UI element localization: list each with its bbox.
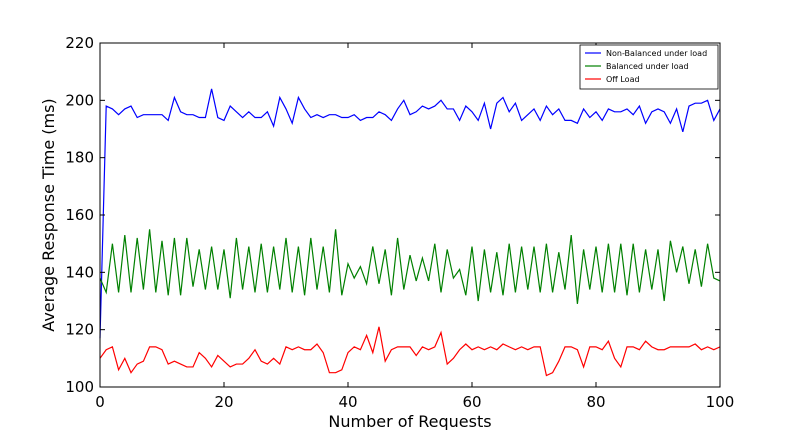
plot-frame xyxy=(99,42,721,388)
legend-label-3: Off Load xyxy=(606,75,640,84)
y-axis-label: Average Response Time (ms) xyxy=(39,98,58,331)
series-line-1 xyxy=(99,88,721,339)
y-tick-label: 180 xyxy=(65,149,94,167)
legend-label-1: Non-Balanced under load xyxy=(606,49,707,58)
x-tick-label: 20 xyxy=(214,393,233,411)
legend: Non-Balanced under load Balanced under lo… xyxy=(579,44,719,90)
x-tick-label: 80 xyxy=(586,393,605,411)
x-axis-label: Number of Requests xyxy=(328,412,491,430)
y-tick-label: 120 xyxy=(65,321,94,339)
y-tick-label: 220 xyxy=(65,34,94,52)
x-tick-label: 100 xyxy=(706,393,735,411)
x-tick-label: 40 xyxy=(338,393,357,411)
series-layer xyxy=(99,88,721,377)
series-line-3 xyxy=(99,326,721,377)
y-tick-label: 100 xyxy=(65,378,94,396)
y-tick-label: 140 xyxy=(65,263,94,281)
x-tick-label: 60 xyxy=(462,393,481,411)
legend-label-2: Balanced under load xyxy=(606,62,689,71)
tick-layer: 0 20 40 60 80 100 100 120 140 160 180 200 220 xyxy=(65,34,734,411)
y-tick-label: 160 xyxy=(65,206,94,224)
legend-box xyxy=(579,44,719,90)
y-tick-label: 200 xyxy=(65,91,94,109)
series-line-2 xyxy=(99,229,721,304)
x-tick-label: 0 xyxy=(95,393,105,411)
